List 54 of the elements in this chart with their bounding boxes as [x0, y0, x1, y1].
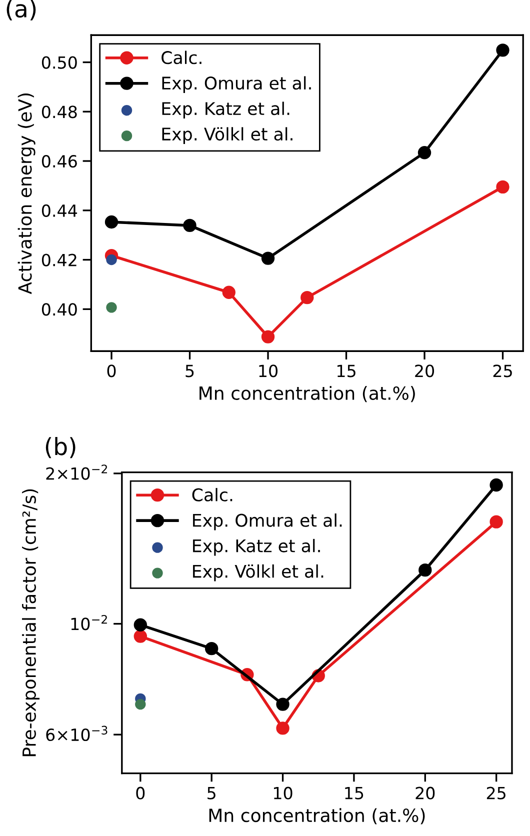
- point: [222, 286, 236, 299]
- y-axis-title: Activation energy (eV): [18, 94, 36, 294]
- y-tick-label: 0.48: [42, 106, 77, 118]
- x-tick-label: 15: [337, 364, 356, 378]
- y-tick-label: 6×10$^{−3}$: [46, 726, 108, 742]
- x-tick-label: 25: [493, 364, 512, 378]
- point: [106, 302, 117, 313]
- point: [276, 722, 290, 735]
- x-tick-label: 25: [486, 786, 506, 800]
- legend-label: Exp. Völkl et al.: [193, 564, 324, 582]
- x-tick-label: 5: [208, 787, 216, 800]
- legend-label: Exp. Völkl et al.: [162, 127, 292, 144]
- x-axis-title: Mn concentration (at.%): [209, 808, 425, 824]
- point: [106, 254, 117, 266]
- legend-label: Exp. Katz et al.: [162, 102, 290, 119]
- point: [261, 252, 275, 265]
- point: [135, 698, 146, 710]
- point: [134, 618, 148, 632]
- y-tick-label: 0.42: [42, 254, 76, 266]
- x-tick-label: 0: [136, 786, 145, 800]
- point: [418, 146, 432, 160]
- legend-label: Exp. Omura et al.: [162, 76, 311, 94]
- point: [496, 44, 510, 57]
- x-tick-label: 5: [186, 364, 194, 378]
- y-tick-label: 0.46: [42, 154, 77, 168]
- x-tick-label: 10: [259, 364, 278, 378]
- point: [104, 215, 118, 229]
- legend-label: Calc.: [162, 50, 202, 64]
- point: [300, 290, 314, 304]
- point: [496, 180, 510, 194]
- x-tick-label: 0: [107, 364, 116, 378]
- point: [490, 515, 503, 528]
- y-tick-label: 0.50: [42, 56, 77, 69]
- y-tick-label: 0.40: [42, 303, 77, 316]
- point: [490, 478, 503, 492]
- x-tick-label: 10: [274, 786, 292, 800]
- x-tick-label: 20: [416, 786, 435, 800]
- legend-label: Calc.: [192, 488, 232, 502]
- point: [261, 330, 275, 344]
- y-axis-title: Pre-exponential factor (cm²/s): [22, 489, 40, 756]
- point: [418, 563, 432, 577]
- y-tick-label: 0.44: [42, 204, 78, 217]
- chart-title: (b): [46, 437, 76, 458]
- x-axis-title: Mn concentration (at.%): [200, 386, 415, 402]
- point: [134, 630, 148, 643]
- point: [183, 218, 196, 232]
- point: [204, 642, 218, 656]
- x-tick-label: 20: [415, 364, 434, 378]
- point: [276, 698, 290, 711]
- legend-label: Exp. Katz et al.: [193, 538, 320, 556]
- y-tick-label: 2×10$^{−2}$: [46, 464, 108, 480]
- x-tick-label: 15: [345, 787, 364, 800]
- legend-label: Exp. Omura et al.: [193, 513, 342, 530]
- y-tick-label: 10$^{−2}$: [71, 614, 107, 630]
